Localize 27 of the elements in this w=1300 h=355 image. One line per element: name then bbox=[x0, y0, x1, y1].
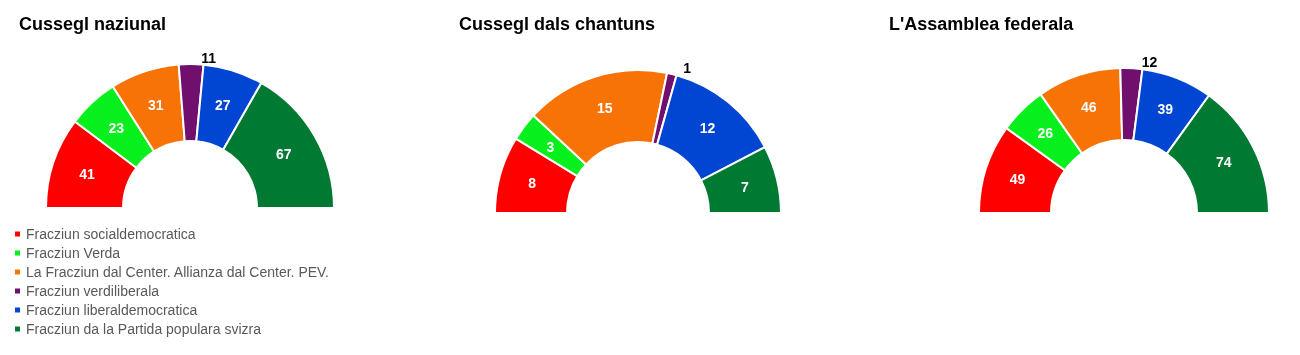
legend-label: Fracziun verdiliberala bbox=[26, 283, 160, 299]
data-label: 74 bbox=[1215, 154, 1232, 171]
data-label: 7 bbox=[740, 178, 749, 195]
legend-label: Fracziun da la Partida populara svizra bbox=[26, 321, 262, 337]
data-label: 39 bbox=[1157, 100, 1174, 117]
data-label: 67 bbox=[276, 145, 292, 162]
data-label: 49 bbox=[1009, 170, 1026, 187]
legend-label: Fracziun Verda bbox=[26, 245, 121, 261]
data-label: 12 bbox=[699, 119, 716, 136]
data-label: 27 bbox=[214, 96, 231, 113]
data-label: 12 bbox=[1141, 54, 1158, 71]
data-label: 41 bbox=[79, 165, 96, 182]
data-label: 26 bbox=[1037, 125, 1054, 142]
chart-title: Cussegl dals chantuns bbox=[459, 14, 656, 34]
data-label: 8 bbox=[528, 175, 537, 192]
legend-label: Fracziun socialdemocratica bbox=[26, 226, 196, 242]
chart-title: Cussegl naziunal bbox=[19, 14, 167, 34]
data-label: 23 bbox=[108, 120, 125, 137]
data-label: 15 bbox=[596, 100, 613, 117]
data-label: 46 bbox=[1081, 98, 1097, 115]
data-label: 31 bbox=[147, 97, 164, 114]
data-label: 1 bbox=[683, 60, 692, 77]
data-label: 11 bbox=[201, 50, 217, 66]
data-label: 3 bbox=[546, 138, 555, 155]
chart-title: L'Assamblea federala bbox=[889, 14, 1075, 34]
legend-label: La Fracziun dal Center. Allianza dal Center. PEV. bbox=[26, 264, 329, 280]
legend-label: Fracziun liberaldemocratica bbox=[26, 302, 198, 318]
